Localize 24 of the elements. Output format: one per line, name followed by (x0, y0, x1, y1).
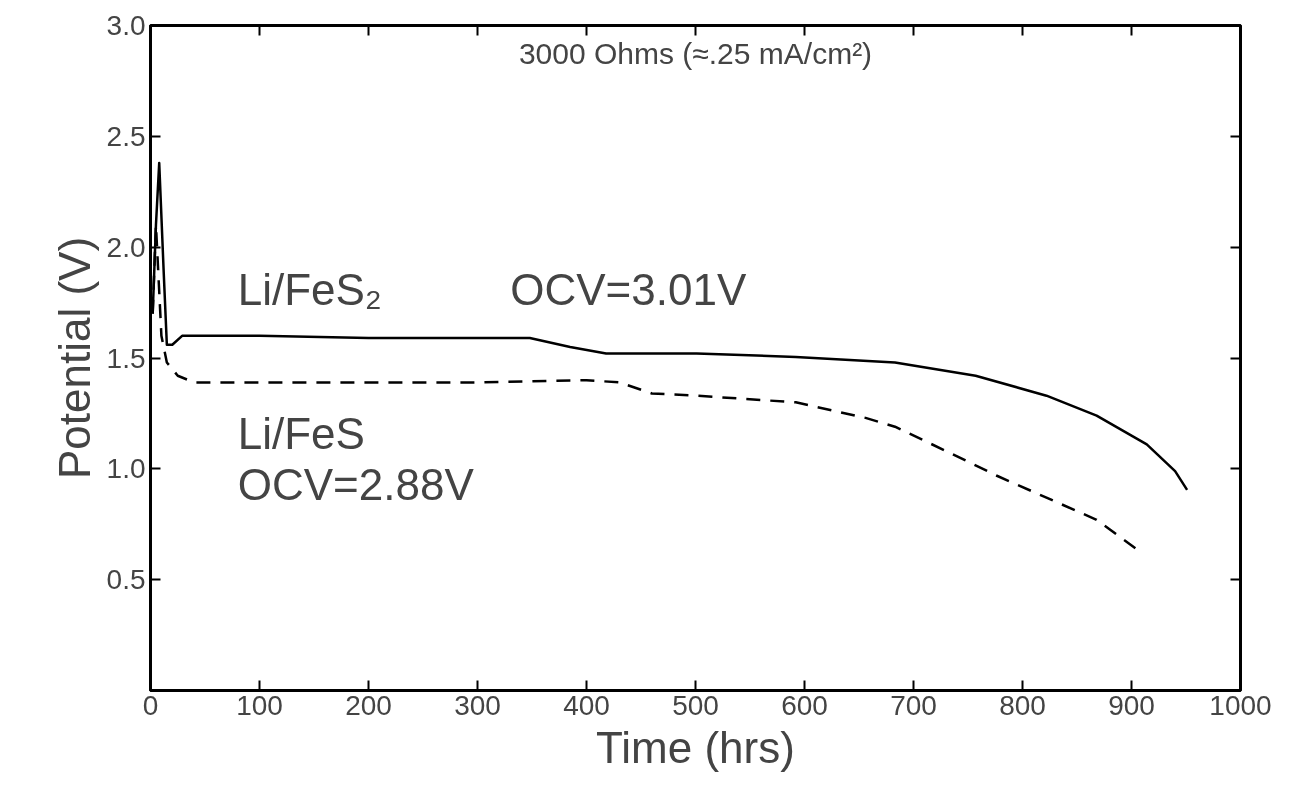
x-tick-label: 100 (236, 689, 283, 721)
annotation: OCV=2.88V (237, 459, 475, 509)
x-axis-title: Time (hrs) (596, 722, 795, 772)
x-tick-label: 400 (563, 689, 610, 721)
x-tick-label: 0 (142, 689, 159, 721)
x-tick-label: 900 (1108, 689, 1155, 721)
x-tick-label: 500 (672, 689, 719, 721)
x-tick-label: 1000 (1209, 689, 1272, 721)
y-tick-label: 0.5 (106, 564, 146, 596)
x-tick-label: 700 (890, 689, 937, 721)
y-tick-label: 1.0 (106, 453, 146, 485)
series-label: Li/FeS (237, 408, 365, 458)
y-axis-title: Potential (V) (49, 236, 99, 480)
y-tick-label: 1.5 (106, 342, 146, 374)
y-tick-label: 2.0 (106, 231, 146, 263)
x-tick-label: 200 (345, 689, 392, 721)
x-tick-label: 600 (781, 689, 828, 721)
series-label: Li/FeS₂ (237, 264, 382, 314)
y-tick-label: 2.5 (106, 120, 146, 152)
annotation: OCV=3.01V (510, 264, 747, 314)
x-tick-label: 800 (999, 689, 1046, 721)
y-tick-label: 3.0 (106, 10, 146, 41)
x-tick-label: 300 (454, 689, 501, 721)
chart-title: 3000 Ohms (≈.25 mA/cm²) (518, 36, 873, 70)
